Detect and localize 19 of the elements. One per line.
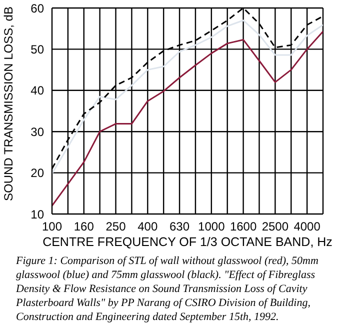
x-tick-label: 100: [42, 220, 62, 234]
y-tick-label: 30: [30, 124, 44, 139]
x-tick-label: 160: [74, 220, 94, 234]
y-tick-label: 10: [30, 207, 44, 222]
x-tick-label: 1600: [230, 220, 257, 234]
x-tick-label: 250: [106, 220, 126, 234]
y-axis-title: SOUND TRANSMISSION LOSS, dB: [1, 6, 16, 201]
x-tick-label: 4000: [294, 220, 321, 234]
x-tick-label: 400: [138, 220, 158, 234]
x-tick-label: 630: [170, 220, 190, 234]
x-tick-label: 2500: [262, 220, 289, 234]
x-tick-label: 1000: [198, 220, 226, 234]
y-tick-label: 50: [30, 42, 44, 56]
line-series: [52, 30, 323, 207]
y-tick-label: 40: [30, 84, 44, 98]
y-tick-label: 60: [30, 1, 44, 16]
y-tick-label: 20: [30, 166, 44, 180]
x-axis-title: CENTRE FREQUENCY OF 1/3 OCTANE BAND, Hz: [42, 235, 332, 249]
caption: Figure 1: Comparison of STL of wall without glasswool (red), 50mm glasswool (blue) and 75mm glasswool (black). "Effect of Fibreglass Density & Flow Resistance on Sound Transmission Loss of Cavity Plasterboard Walls" by PP Narang of CSIRO Division of Building, Construction and Engineering dated September 15th, 1992.: [16, 254, 320, 324]
